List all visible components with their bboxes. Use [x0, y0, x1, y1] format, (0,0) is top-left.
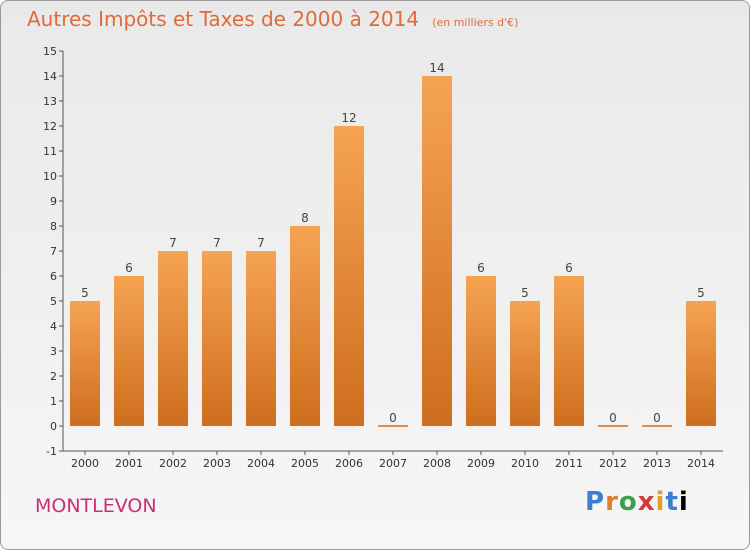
y-tick-label: 8 — [50, 220, 57, 233]
title-row: Autres Impôts et Taxes de 2000 à 2014 (e… — [27, 7, 518, 31]
data-label: 5 — [521, 286, 529, 300]
commune-name: MONTLEVON — [35, 495, 157, 517]
x-tick-label: 2002 — [159, 457, 187, 470]
y-tick-label: 7 — [50, 245, 57, 258]
brand-letter: o — [618, 487, 638, 517]
x-tick-label: 2008 — [423, 457, 451, 470]
x-tick-label: 2000 — [71, 457, 99, 470]
x-tick-label: 2013 — [643, 457, 671, 470]
brand-letter: i — [678, 487, 689, 517]
brand-letter: P — [585, 487, 606, 517]
bar — [246, 251, 276, 426]
chart-subtitle: (en milliers d'€) — [432, 16, 519, 29]
y-tick-label: 4 — [50, 320, 57, 333]
data-label: 14 — [429, 61, 444, 75]
data-label: 7 — [213, 236, 221, 250]
bar — [510, 301, 540, 426]
y-tick-label: 10 — [43, 170, 57, 183]
data-labels: 5 6 7 7 7 8 12 0 14 6 5 6 0 0 5 — [81, 61, 705, 425]
data-label: 12 — [341, 111, 356, 125]
brand-letter: r — [605, 487, 619, 517]
x-tick-label: 2005 — [291, 457, 319, 470]
data-label: 7 — [169, 236, 177, 250]
bar — [202, 251, 232, 426]
x-tick-label: 2011 — [555, 457, 583, 470]
data-label: 5 — [697, 286, 705, 300]
y-tick-label: 2 — [50, 370, 57, 383]
bar — [158, 251, 188, 426]
x-tick-label: 2001 — [115, 457, 143, 470]
brand-letter: t — [665, 487, 679, 517]
bar — [554, 276, 584, 426]
y-tick-label: 13 — [43, 95, 57, 108]
bar — [334, 126, 364, 426]
y-tick-label: 6 — [50, 270, 57, 283]
brand-letter: x — [637, 487, 656, 517]
brand-letter: i — [655, 487, 666, 517]
data-label: 6 — [477, 261, 485, 275]
x-tick-label: 2009 — [467, 457, 495, 470]
bar — [70, 301, 100, 426]
x-tick-label: 2007 — [379, 457, 407, 470]
data-label: 0 — [389, 411, 397, 425]
data-label: 6 — [125, 261, 133, 275]
bar — [114, 276, 144, 426]
x-tick-label: 2012 — [599, 457, 627, 470]
x-tick-label: 2003 — [203, 457, 231, 470]
x-tick-label: 2014 — [687, 457, 715, 470]
y-tick-label: -1 — [46, 445, 57, 458]
y-tick-label: 9 — [50, 195, 57, 208]
data-label: 0 — [653, 411, 661, 425]
x-tick-label: 2006 — [335, 457, 363, 470]
y-tick-label: 5 — [50, 295, 57, 308]
y-tick-label: 15 — [43, 45, 57, 58]
bar — [466, 276, 496, 426]
chart-title: Autres Impôts et Taxes de 2000 à 2014 — [27, 7, 420, 31]
bar — [422, 76, 452, 426]
y-tick-label: 11 — [43, 145, 57, 158]
bars — [70, 76, 716, 427]
y-tick-label: 3 — [50, 345, 57, 358]
data-label: 7 — [257, 236, 265, 250]
y-tick-label: 0 — [50, 420, 57, 433]
y-tick-label: 14 — [43, 70, 57, 83]
y-tick-label: 1 — [50, 395, 57, 408]
bar — [290, 226, 320, 426]
brand-logo: Proxiti — [585, 487, 689, 517]
y-tick-label: 12 — [43, 120, 57, 133]
data-label: 6 — [565, 261, 573, 275]
data-label: 8 — [301, 211, 309, 225]
bar — [686, 301, 716, 426]
x-tick-label: 2004 — [247, 457, 275, 470]
data-label: 0 — [609, 411, 617, 425]
data-label: 5 — [81, 286, 89, 300]
x-tick-label: 2010 — [511, 457, 539, 470]
